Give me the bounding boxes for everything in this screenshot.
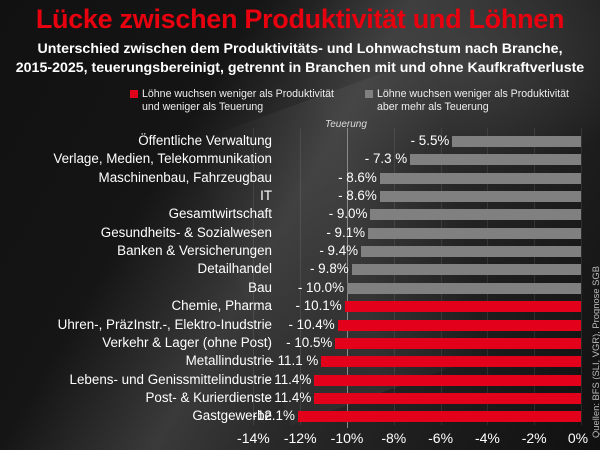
bar xyxy=(344,301,581,313)
value-label: - 11.1 % xyxy=(269,353,319,369)
category-label: Lebens- und Genissmittelindustrie xyxy=(69,371,272,387)
bar xyxy=(314,374,581,386)
category-label: Detailhandel xyxy=(197,261,272,277)
bar xyxy=(297,411,581,423)
value-label: - 5.5% xyxy=(410,133,450,148)
gridline xyxy=(534,128,535,425)
bar xyxy=(410,154,581,166)
category-label: Chemie, Pharma xyxy=(171,298,272,314)
value-label: - 8.6% xyxy=(338,169,377,185)
category-label: Öffentliche Verwaltung xyxy=(138,133,272,148)
value-label: - 9.0% xyxy=(328,206,368,222)
value-label: - 10.1% xyxy=(295,298,342,314)
value-label: - 10.0% xyxy=(297,279,344,295)
gridline xyxy=(253,128,254,425)
value-label: - 9.4% xyxy=(319,243,359,259)
category-label: Gastgewerbe xyxy=(192,408,272,424)
category-label: Gesundheits- & Sozialwesen xyxy=(100,224,272,240)
bar xyxy=(351,264,581,276)
category-label: Gesamtwirtschaft xyxy=(168,206,272,222)
category-label: IT xyxy=(260,188,272,204)
bar xyxy=(347,282,581,294)
gridline xyxy=(300,128,301,425)
category-label: Verlage, Medien, Telekommunikation xyxy=(53,151,272,167)
value-label: - 8.6% xyxy=(338,188,377,204)
legend-grey-line2: aber mehr als Teuerung xyxy=(377,101,489,113)
bar xyxy=(321,356,581,368)
value-label: - 11.4% xyxy=(266,389,312,405)
bar xyxy=(337,319,581,331)
x-tick-label: -4% xyxy=(474,430,500,446)
legend-red-line1: Löhne wuchsen weniger als Produktivität xyxy=(142,88,334,100)
bar xyxy=(379,191,581,203)
source-note: Quellen: BFS (SLI, VGR), Prognose SGB xyxy=(590,266,600,438)
gridline xyxy=(487,128,488,425)
value-label: - 7.3 % xyxy=(364,151,408,167)
legend-swatch-grey xyxy=(365,90,373,98)
value-label: - 9.1% xyxy=(326,224,366,240)
category-label: Metallindustrie xyxy=(185,353,272,369)
gridline xyxy=(394,128,395,425)
x-tick-label: 0% xyxy=(567,430,589,446)
value-label: - 9.8% xyxy=(309,261,349,277)
gridline xyxy=(581,128,582,425)
category-label: Maschinenbau, Fahrzeugbau xyxy=(98,169,272,185)
subtitle-line-1: Unterschied zwischen dem Produktivitäts-… xyxy=(37,41,563,57)
value-label: - 10.4% xyxy=(288,316,335,332)
legend-swatch-red xyxy=(130,90,138,98)
legend-grey-line1: Löhne wuchsen weniger als Produktivität xyxy=(377,88,569,100)
x-tick-label: -12% xyxy=(283,430,317,446)
value-label: -12.1% xyxy=(252,408,295,424)
bar xyxy=(370,209,581,221)
subtitle-line-2: 2015-2025, teuerungsbereinigt, getrennt … xyxy=(15,60,585,76)
x-tick-label: -8% xyxy=(381,430,407,446)
bar xyxy=(368,227,581,239)
bar xyxy=(314,392,581,404)
category-label: Bau xyxy=(248,279,272,295)
bar xyxy=(361,246,581,258)
category-label: Uhren-, PräzInstr.-, Elektro-Inudstrie xyxy=(57,316,272,332)
category-label: Post- & Kurierdienste xyxy=(145,389,272,405)
reference-line-teuerung xyxy=(347,128,348,428)
bar xyxy=(379,172,581,184)
x-tick-label: -6% xyxy=(428,430,454,446)
chart-subtitle: Unterschied zwischen dem Produktivitäts-… xyxy=(0,40,600,78)
category-label: Banken & Versicherungen xyxy=(117,243,272,259)
reference-line-label: Teuerung xyxy=(325,119,367,130)
gridline xyxy=(441,128,442,425)
legend-red-line2: und weniger als Teuerung xyxy=(142,101,264,113)
category-label: Verkehr & Lager (ohne Post) xyxy=(102,334,272,350)
x-tick-label: -14% xyxy=(237,430,270,446)
chart-title: Lücke zwischen Produktivität und Löhnen xyxy=(35,4,565,34)
x-tick-label: -2% xyxy=(521,430,547,446)
bar xyxy=(452,136,581,147)
bar xyxy=(335,337,581,349)
value-label: - 11.4% xyxy=(266,371,312,387)
x-tick-label: -10% xyxy=(330,430,364,446)
value-label: - 10.5% xyxy=(286,334,333,350)
